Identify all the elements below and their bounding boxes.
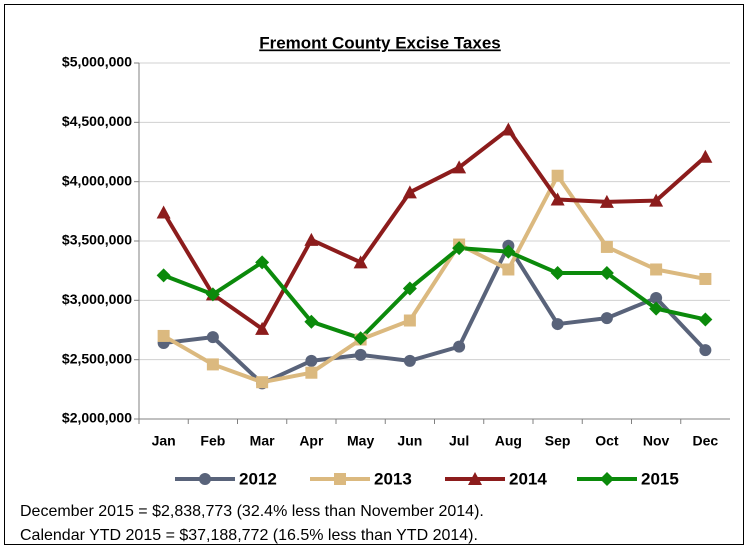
data-point	[157, 329, 170, 342]
data-point	[600, 240, 613, 253]
data-point	[699, 272, 712, 285]
data-point	[402, 281, 417, 296]
data-point	[255, 255, 270, 270]
data-point	[403, 314, 416, 327]
x-tick-label: Nov	[643, 433, 670, 449]
data-point	[402, 185, 417, 199]
annotation: Calendar YTD 2015 = $37,188,772 (16.5% l…	[20, 527, 478, 544]
series-line	[161, 127, 707, 331]
y-tick-label: $4,500,000	[62, 113, 132, 129]
data-point	[649, 301, 664, 316]
data-point	[501, 122, 516, 136]
chart-title: Fremont County Excise Taxes	[259, 33, 501, 52]
series-line	[162, 173, 706, 385]
series-line	[163, 243, 707, 386]
data-point	[206, 331, 219, 344]
data-point	[305, 366, 318, 379]
data-point	[551, 169, 564, 182]
data-point	[698, 149, 713, 163]
data-point	[699, 344, 712, 357]
data-point	[649, 193, 664, 207]
series-line	[162, 246, 706, 341]
y-tick-label: $3,500,000	[62, 232, 132, 248]
data-point	[599, 194, 614, 208]
data-point	[206, 358, 219, 371]
data-point	[600, 312, 613, 325]
y-tick-label: $2,000,000	[62, 410, 132, 426]
annotation: December 2015 = $2,838,773 (32.4% less t…	[20, 503, 484, 520]
x-tick-label: Aug	[495, 433, 522, 449]
data-point	[550, 266, 565, 281]
y-tick-label: $4,000,000	[62, 172, 132, 188]
chart-frame	[4, 4, 744, 545]
data-point	[453, 340, 466, 353]
data-point	[650, 291, 663, 304]
legend-marker	[199, 473, 211, 485]
x-tick-label: Feb	[200, 433, 225, 449]
x-tick-label: Dec	[693, 433, 719, 449]
legend-label: 2013	[374, 469, 412, 488]
data-point	[698, 312, 713, 327]
data-point	[452, 160, 467, 174]
data-point	[551, 318, 564, 331]
data-point	[354, 348, 367, 361]
y-tick-label: $3,000,000	[62, 291, 132, 307]
data-point	[255, 321, 270, 335]
data-point	[599, 266, 614, 281]
data-point	[156, 268, 171, 283]
x-tick-label: May	[347, 433, 374, 449]
data-point	[304, 232, 319, 246]
data-point	[502, 263, 515, 276]
data-point	[501, 244, 516, 259]
x-tick-label: Oct	[595, 433, 619, 449]
data-point	[452, 241, 467, 256]
legend-marker	[334, 473, 346, 485]
y-tick-label: $5,000,000	[62, 54, 132, 70]
data-point	[304, 314, 319, 329]
y-tick-label: $2,500,000	[62, 350, 132, 366]
x-tick-label: Jan	[152, 433, 176, 449]
data-point	[256, 376, 269, 389]
data-point	[650, 263, 663, 276]
legend-label: 2015	[641, 469, 679, 488]
x-tick-label: Jun	[397, 433, 422, 449]
legend-marker	[468, 472, 482, 485]
data-point	[353, 331, 368, 346]
x-tick-label: Apr	[299, 433, 324, 449]
data-point	[156, 205, 171, 219]
data-point	[403, 354, 416, 367]
data-point	[353, 255, 368, 269]
x-tick-label: Jul	[449, 433, 469, 449]
legend-label: 2012	[239, 469, 277, 488]
x-tick-label: Sep	[545, 433, 571, 449]
data-point	[205, 287, 220, 302]
data-point	[305, 354, 318, 367]
data-point	[550, 192, 565, 206]
legend-label: 2014	[509, 469, 547, 488]
legend-marker	[600, 472, 614, 486]
x-tick-label: Mar	[250, 433, 275, 449]
